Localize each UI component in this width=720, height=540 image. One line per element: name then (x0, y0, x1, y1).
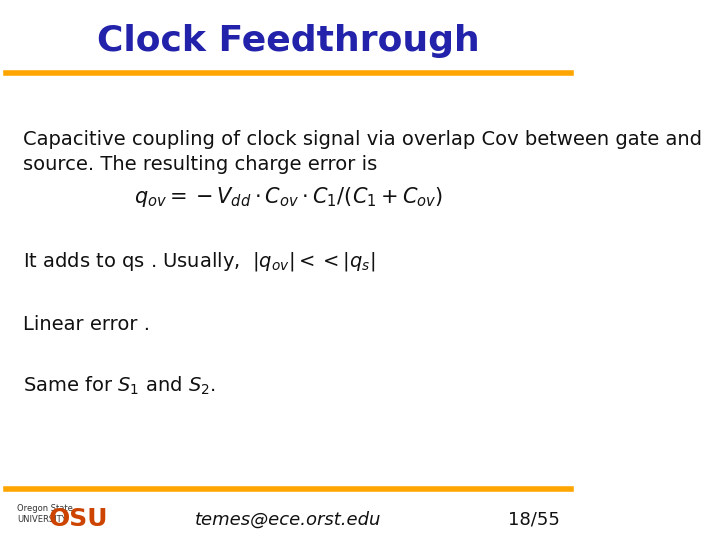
Text: It adds to qs . Usually,  $| q_{ov} |{<<}| q_s |$: It adds to qs . Usually, $| q_{ov} |{<<}… (23, 251, 375, 273)
Text: Linear error .: Linear error . (23, 314, 150, 334)
Text: Clock Feedthrough: Clock Feedthrough (97, 24, 480, 57)
Text: temes@ece.orst.edu: temes@ece.orst.edu (195, 510, 382, 529)
Text: Same for $S_1$ and $S_2$.: Same for $S_1$ and $S_2$. (23, 375, 216, 397)
Text: Capacitive coupling of clock signal via overlap Cov between gate and
source. The: Capacitive coupling of clock signal via … (23, 130, 702, 173)
Text: OSU: OSU (49, 508, 109, 531)
Text: Oregon State
UNIVERSITY: Oregon State UNIVERSITY (17, 504, 73, 524)
Text: $q_{ov} = -V_{dd} \cdot C_{ov} \cdot C_1/(C_1 + C_{ov})$: $q_{ov} = -V_{dd} \cdot C_{ov} \cdot C_1… (134, 185, 443, 209)
Text: 18/55: 18/55 (508, 510, 559, 529)
